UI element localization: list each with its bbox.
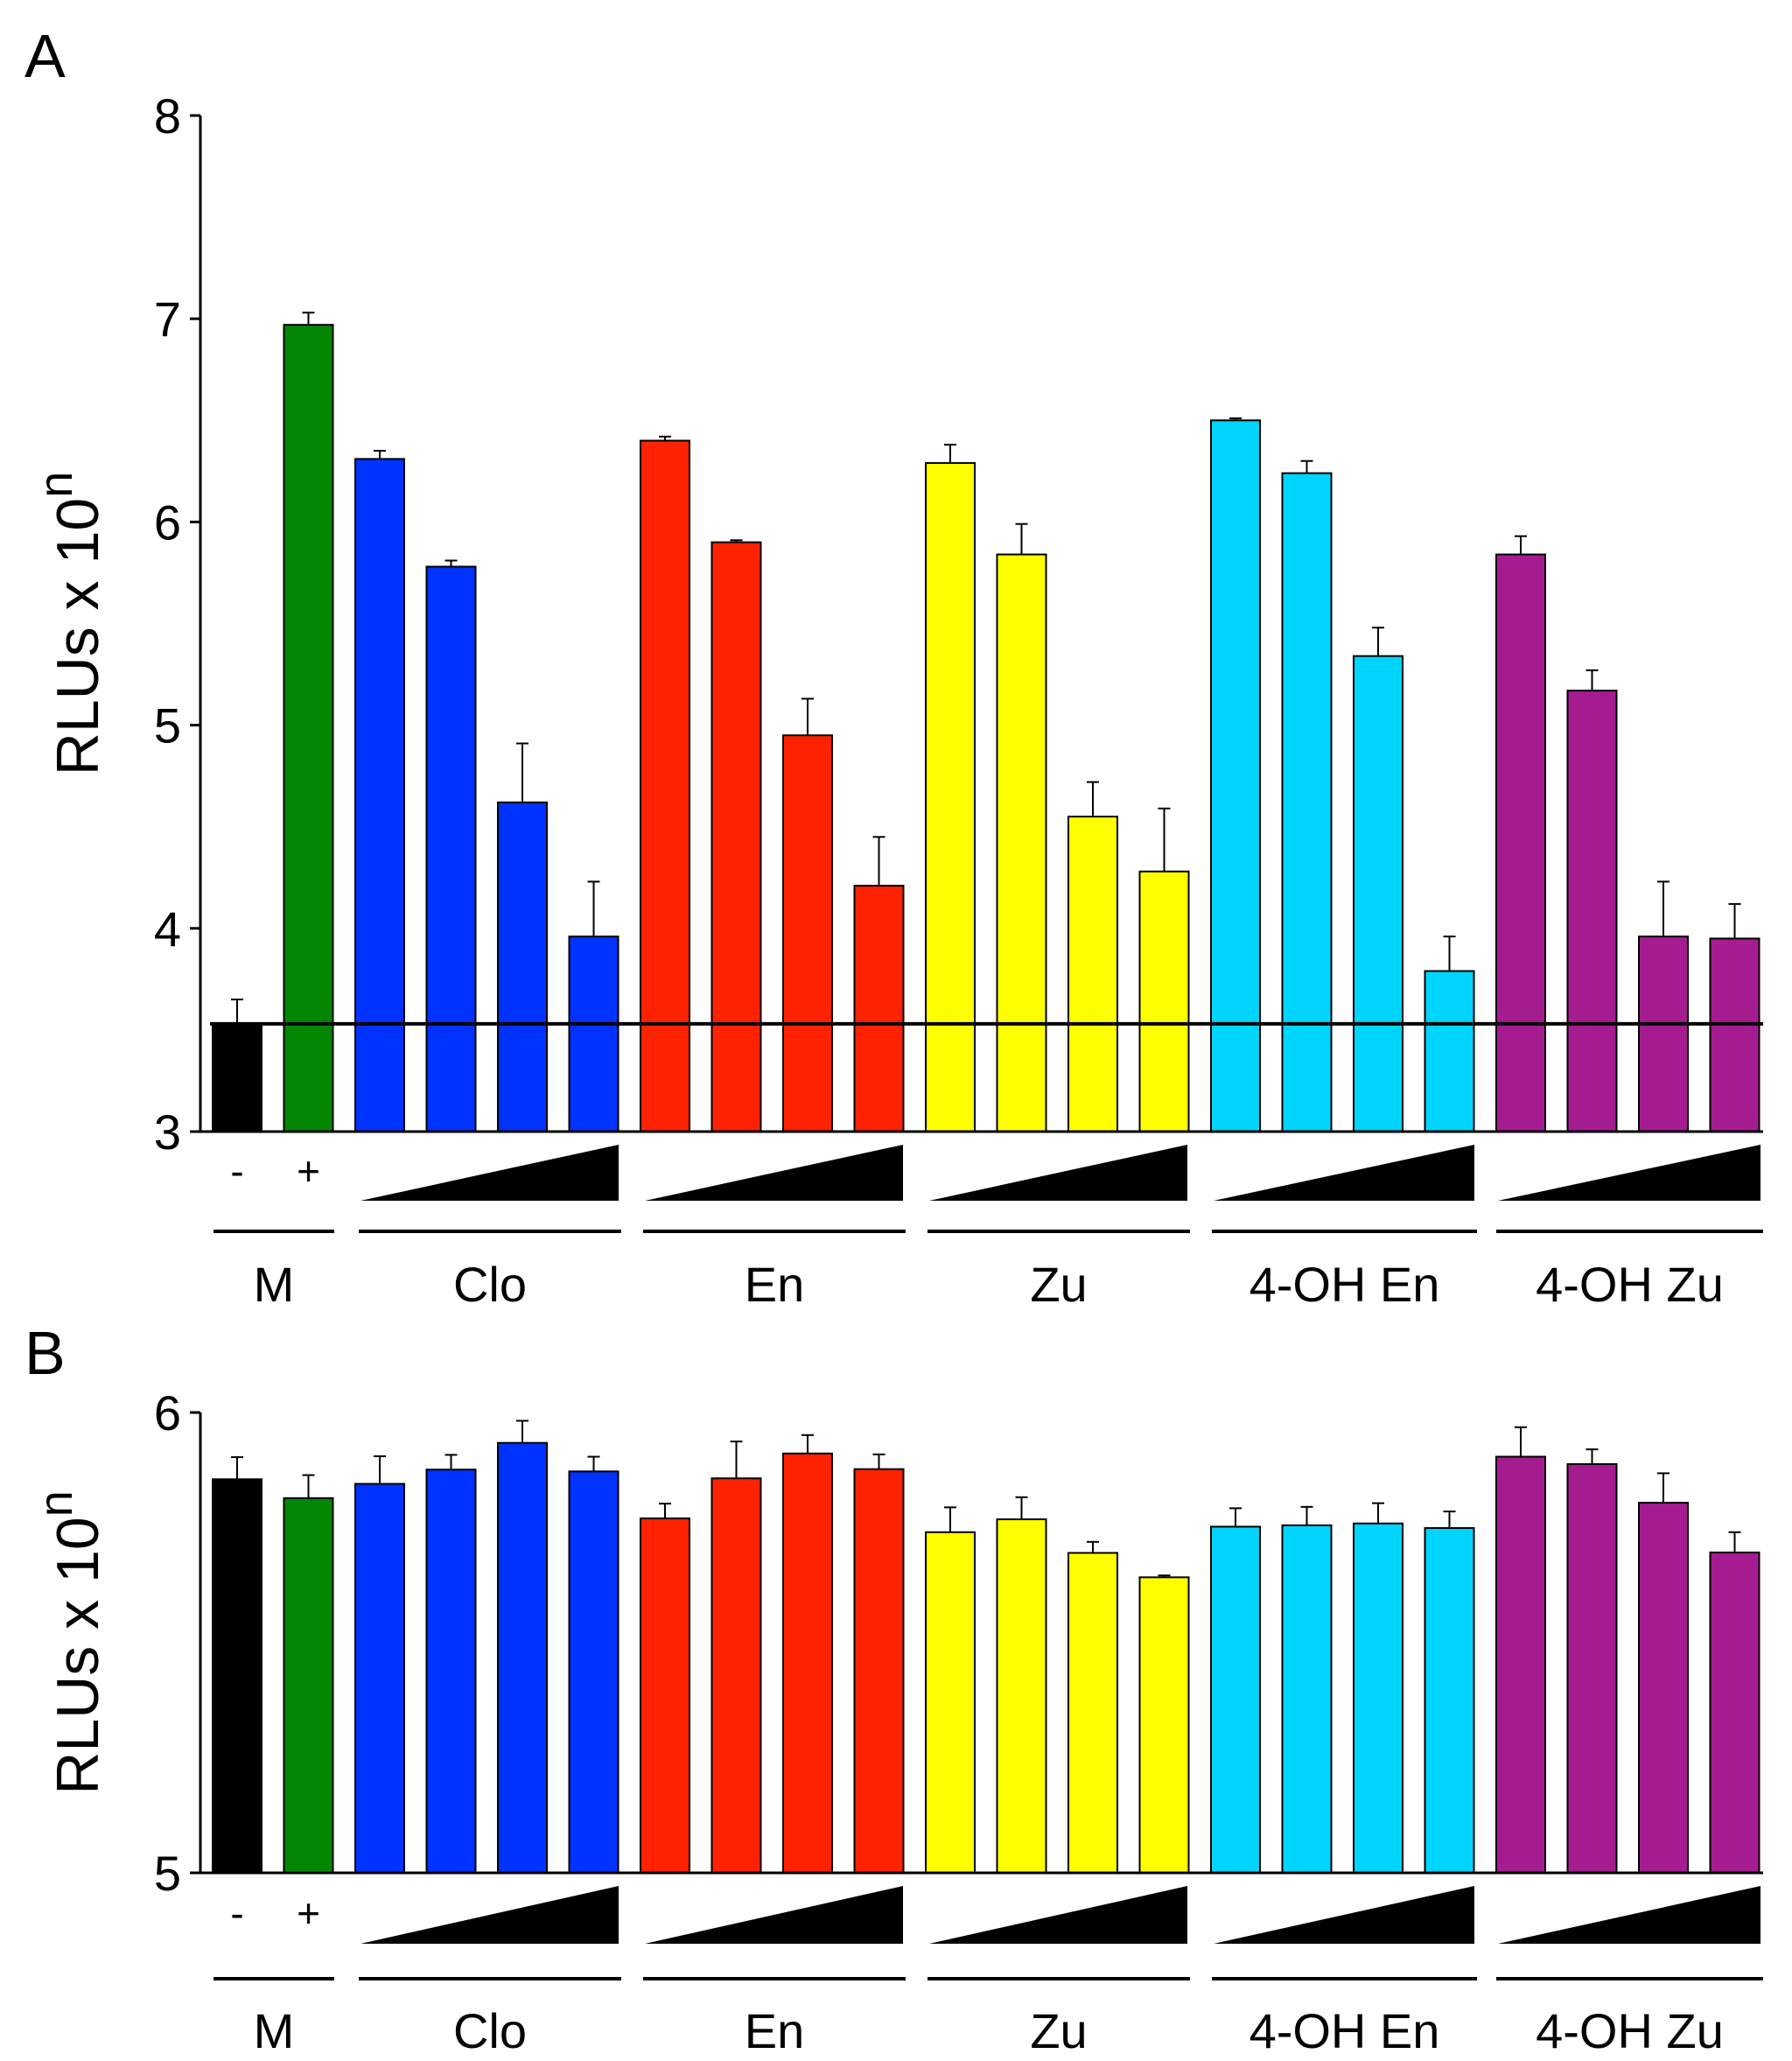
dose-triangle	[1498, 1145, 1760, 1201]
bar	[283, 324, 334, 1132]
group-label: M	[254, 2003, 295, 2058]
sign-plus-label: +	[297, 1890, 320, 1936]
panel-a-chart: 3 4 5 6 7 8 RLUs x 10n - + M Clo En Zu 4-OH En 4-OH Zu	[30, 88, 1763, 1312]
bar	[1638, 1502, 1689, 1874]
y-axis-title-text: RLUs x 10	[45, 1517, 111, 1794]
y-axis-title-superscript: n	[30, 472, 82, 498]
bar	[1495, 553, 1546, 1132]
y-tick-label: 6	[154, 1385, 181, 1441]
y-tick-label: 8	[154, 88, 181, 144]
group-label: M	[254, 1257, 295, 1312]
group-label: En	[745, 1257, 805, 1312]
bar	[425, 1469, 477, 1874]
bar	[425, 565, 477, 1132]
bar	[925, 1531, 976, 1874]
sign-minus-label: -	[230, 1890, 243, 1936]
dose-triangle	[929, 1886, 1187, 1944]
y-tick-label: 3	[154, 1104, 181, 1160]
group-label: 4-OH Zu	[1536, 2003, 1724, 2058]
bar	[1424, 1527, 1475, 1874]
group-label: Clo	[453, 1257, 527, 1312]
y-axis-title: RLUs x 10n	[30, 1490, 111, 1795]
bar	[996, 1518, 1047, 1874]
bar	[996, 553, 1047, 1132]
panel-letter-a: A	[24, 22, 66, 90]
y-axis-title: RLUs x 10n	[30, 472, 111, 776]
group-label: En	[745, 2003, 805, 2058]
y-tick-label: 4	[154, 901, 181, 957]
bar	[354, 1483, 405, 1875]
panel-b-chart: 5 6 RLUs x 10n - + M Clo En Zu 4-OH En 4-OH Zu	[30, 1385, 1763, 2058]
group-label: Zu	[1030, 2003, 1087, 2058]
bar	[1709, 1551, 1760, 1875]
bar	[640, 439, 690, 1132]
bar	[1068, 1552, 1118, 1875]
bar	[925, 462, 976, 1132]
bar	[853, 1468, 905, 1874]
panel-letter-b: B	[24, 1319, 66, 1387]
y-tick-label: 5	[154, 1846, 181, 1901]
bar	[782, 1452, 833, 1874]
bar	[212, 1022, 262, 1132]
group-label: 4-OH En	[1250, 1257, 1440, 1312]
dose-triangle	[360, 1886, 619, 1944]
bar	[212, 1478, 262, 1875]
dose-triangle	[1214, 1886, 1474, 1944]
group-label: Zu	[1030, 1257, 1087, 1312]
bar	[640, 1517, 690, 1874]
dose-triangle	[1498, 1886, 1760, 1944]
bar	[354, 458, 405, 1132]
bar	[1566, 1462, 1618, 1874]
dose-triangle	[929, 1145, 1187, 1201]
bar	[853, 885, 905, 1133]
y-tick-label: 5	[154, 698, 181, 754]
y-axis-title-superscript: n	[30, 1490, 82, 1517]
bar	[1138, 870, 1190, 1132]
bar	[497, 1441, 548, 1874]
sign-plus-label: +	[297, 1148, 320, 1194]
bar	[283, 1497, 334, 1875]
dose-triangle	[645, 1145, 903, 1201]
bar	[568, 1470, 620, 1874]
group-label: 4-OH En	[1250, 2003, 1440, 2058]
sign-minus-label: -	[230, 1148, 243, 1194]
dose-triangle	[645, 1886, 903, 1944]
bar	[782, 734, 833, 1133]
dose-triangle	[1214, 1145, 1474, 1201]
bar	[568, 936, 620, 1133]
bar	[1281, 1524, 1333, 1874]
group-label: Clo	[453, 2003, 527, 2058]
bar	[1566, 690, 1618, 1132]
y-axis-title-text: RLUs x 10	[45, 498, 111, 775]
bar	[1495, 1455, 1546, 1874]
bar	[1709, 937, 1760, 1133]
bar	[1424, 970, 1475, 1133]
bar	[1281, 472, 1333, 1132]
bar	[1353, 1522, 1404, 1874]
dose-triangle	[360, 1145, 619, 1201]
group-label: 4-OH Zu	[1536, 1257, 1724, 1312]
bar	[497, 801, 548, 1132]
bar	[1138, 1576, 1190, 1874]
bar	[710, 541, 762, 1132]
bar	[710, 1477, 762, 1875]
y-tick-label: 6	[154, 494, 181, 550]
bar	[1210, 1525, 1261, 1874]
bar	[1068, 816, 1118, 1133]
bar	[1638, 936, 1689, 1133]
bar	[1353, 655, 1404, 1132]
y-tick-label: 7	[154, 291, 181, 347]
